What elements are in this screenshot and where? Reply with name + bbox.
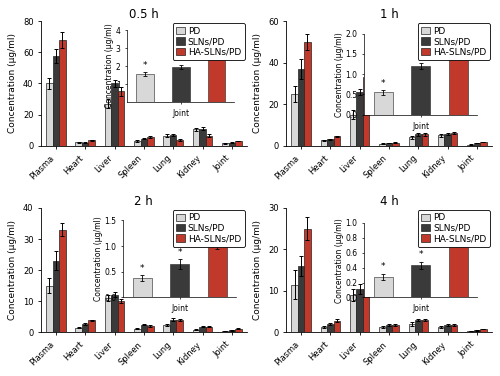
Bar xyxy=(320,141,327,146)
Bar xyxy=(235,141,242,146)
Bar xyxy=(147,137,154,146)
Bar xyxy=(356,289,363,332)
Bar xyxy=(415,320,422,332)
Bar xyxy=(112,83,117,146)
Bar xyxy=(386,325,392,332)
Title: 2 h: 2 h xyxy=(134,195,153,208)
Bar xyxy=(408,137,415,146)
Bar xyxy=(164,136,170,146)
Bar xyxy=(52,261,59,332)
Bar xyxy=(380,327,386,332)
Bar xyxy=(200,327,205,332)
Bar xyxy=(392,143,398,146)
Bar xyxy=(134,141,140,146)
Legend: PD, SLNs/PD, HA-SLNs/PD: PD, SLNs/PD, HA-SLNs/PD xyxy=(418,23,490,60)
Bar xyxy=(76,142,82,146)
Bar xyxy=(118,301,124,332)
Bar xyxy=(298,266,304,332)
Title: 0.5 h: 0.5 h xyxy=(129,8,158,21)
Bar xyxy=(363,289,370,332)
Bar xyxy=(88,140,95,146)
Y-axis label: Concentration (μg/ml): Concentration (μg/ml) xyxy=(254,220,262,320)
Bar xyxy=(82,143,88,146)
Bar xyxy=(327,324,334,332)
Bar xyxy=(82,324,88,332)
Bar xyxy=(46,83,52,146)
Bar xyxy=(164,325,170,332)
Bar xyxy=(320,327,327,332)
Bar xyxy=(235,329,242,332)
Title: 4 h: 4 h xyxy=(380,195,398,208)
Bar xyxy=(415,134,422,146)
Bar xyxy=(170,320,176,332)
Bar xyxy=(147,326,154,332)
Bar xyxy=(363,77,370,146)
Bar xyxy=(76,327,82,332)
Bar xyxy=(59,230,66,332)
Bar xyxy=(176,140,183,146)
Bar xyxy=(200,129,205,146)
Bar xyxy=(408,324,415,332)
Bar xyxy=(356,92,363,146)
Bar xyxy=(193,330,200,332)
Bar xyxy=(350,115,356,146)
Bar xyxy=(444,134,451,146)
Bar xyxy=(380,144,386,146)
Bar xyxy=(105,298,112,332)
Bar xyxy=(193,129,200,146)
Bar xyxy=(140,324,147,332)
Title: 1 h: 1 h xyxy=(380,8,398,21)
Y-axis label: Concentration (μg/ml): Concentration (μg/ml) xyxy=(8,220,18,320)
Bar xyxy=(222,143,228,146)
Bar xyxy=(468,144,474,146)
Bar xyxy=(438,135,444,146)
Bar xyxy=(134,329,140,332)
Bar xyxy=(206,327,212,332)
Bar xyxy=(228,143,235,146)
Legend: PD, SLNs/PD, HA-SLNs/PD: PD, SLNs/PD, HA-SLNs/PD xyxy=(172,23,244,60)
Bar xyxy=(327,139,334,146)
Bar xyxy=(422,320,428,332)
Bar xyxy=(444,325,451,332)
Bar xyxy=(438,327,444,332)
Bar xyxy=(176,320,183,332)
Bar xyxy=(334,136,340,146)
Bar xyxy=(52,56,59,146)
Legend: PD, SLNs/PD, HA-SLNs/PD: PD, SLNs/PD, HA-SLNs/PD xyxy=(172,210,244,247)
Bar xyxy=(422,134,428,146)
Bar xyxy=(298,69,304,146)
Bar xyxy=(292,94,298,146)
Bar xyxy=(480,142,486,146)
Bar xyxy=(170,135,176,146)
Bar xyxy=(392,325,398,332)
Bar xyxy=(474,143,480,146)
Bar xyxy=(334,321,340,332)
Bar xyxy=(112,295,117,332)
Bar xyxy=(386,143,392,146)
Bar xyxy=(304,229,310,332)
Bar xyxy=(46,286,52,332)
Bar xyxy=(118,91,124,146)
Bar xyxy=(350,295,356,332)
Legend: PD, SLNs/PD, HA-SLNs/PD: PD, SLNs/PD, HA-SLNs/PD xyxy=(418,210,490,247)
Bar xyxy=(222,331,228,332)
Bar xyxy=(105,104,112,146)
Bar xyxy=(474,331,480,332)
Bar xyxy=(292,285,298,332)
Bar xyxy=(59,40,66,146)
Y-axis label: Concentration (μg/ml): Concentration (μg/ml) xyxy=(254,33,262,133)
Bar xyxy=(206,136,212,146)
Bar xyxy=(451,133,458,146)
Bar xyxy=(468,331,474,332)
Bar xyxy=(228,330,235,332)
Bar xyxy=(304,42,310,146)
Bar xyxy=(140,139,147,146)
Bar xyxy=(88,320,95,332)
Y-axis label: Concentration (μg/ml): Concentration (μg/ml) xyxy=(8,33,18,133)
Bar xyxy=(480,329,486,332)
Bar xyxy=(451,325,458,332)
